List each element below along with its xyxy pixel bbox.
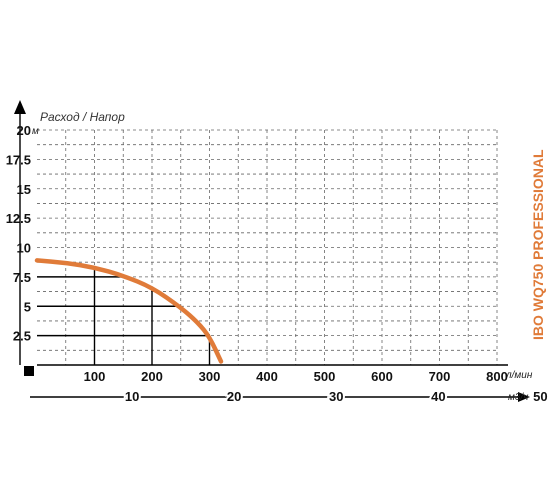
x-axis-unit: л/мин [505,370,533,381]
origin-marker [24,366,34,376]
y-tick-label: 2.5 [13,329,31,344]
x2-tick-label: 40 [431,389,445,404]
curve-layer [34,258,224,364]
labels: Расход / Напор м л/мин м3/ч IBO WQ750 PR… [6,110,550,406]
x-tick-label: 300 [199,369,221,384]
x-tick-label: 400 [256,369,278,384]
x-tick-label: 100 [84,369,106,384]
y-tick-label: 20 [17,123,31,138]
x2-tick-label: 20 [227,389,241,404]
y-tick-label: 7.5 [13,270,31,285]
y-axis-arrow [14,100,26,114]
reference-lines [37,267,211,365]
y-tick-label: 15 [17,182,31,197]
x2-tick-label: 10 [125,389,139,404]
x-tick-label: 200 [141,369,163,384]
x-tick-label: 700 [429,369,451,384]
performance-curve [34,258,224,364]
chart-title: Расход / Напор [40,110,125,124]
x-tick-label: 600 [371,369,393,384]
y-tick-label: 17.5 [6,152,31,167]
x-tick-label: 800 [486,369,508,384]
product-label: IBO WQ750 PROFESSIONAL [530,149,546,340]
x-tick-label: 500 [314,369,336,384]
y-tick-label: 12.5 [6,211,31,226]
x2-tick-label: 30 [329,389,343,404]
y-tick-label: 5 [24,299,31,314]
axes [14,100,530,402]
x2-axis-unit: м3/ч [508,392,528,403]
grid-layer [37,129,498,365]
y-axis-unit: м [32,126,39,137]
x2-tick-label: 50 [533,389,547,404]
x2-axis-arrow [518,392,530,402]
y-tick-label: 10 [17,241,31,256]
